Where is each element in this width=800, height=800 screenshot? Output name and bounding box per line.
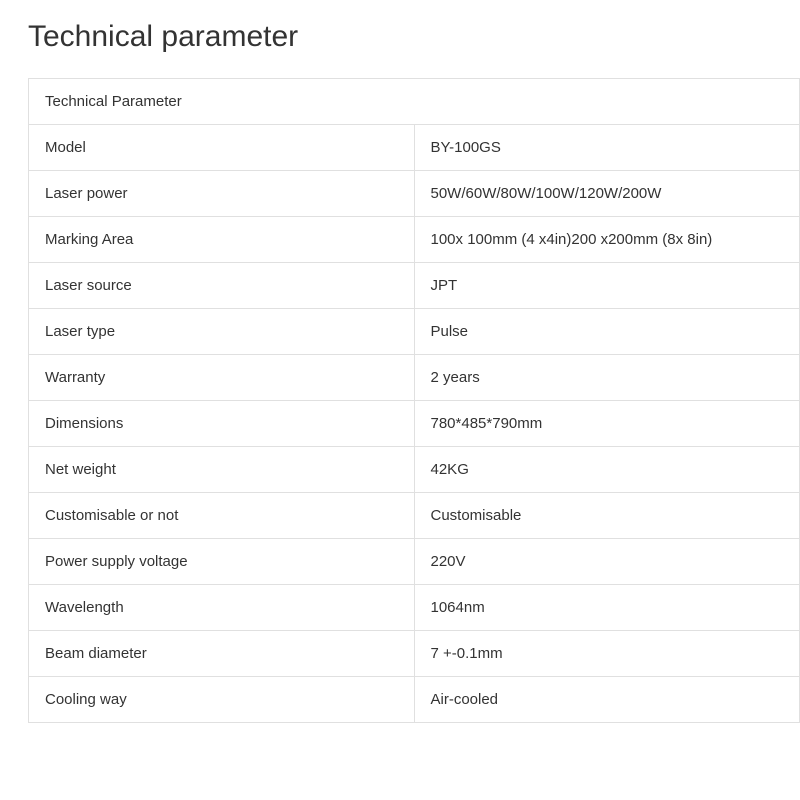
spec-label: Laser source — [29, 263, 415, 309]
spec-value: Pulse — [414, 309, 800, 355]
spec-label: Power supply voltage — [29, 539, 415, 585]
spec-value: 42KG — [414, 447, 800, 493]
table-row: Laser type Pulse — [29, 309, 800, 355]
spec-value: 780*485*790mm — [414, 401, 800, 447]
spec-value: Air-cooled — [414, 677, 800, 723]
table-row: Model BY-100GS — [29, 125, 800, 171]
spec-value: 50W/60W/80W/100W/120W/200W — [414, 171, 800, 217]
table-row: Net weight 42KG — [29, 447, 800, 493]
table-header-row: Technical Parameter — [29, 79, 800, 125]
page-title: Technical parameter — [28, 20, 800, 54]
spec-label: Beam diameter — [29, 631, 415, 677]
table-row: Beam diameter 7 +-0.1mm — [29, 631, 800, 677]
table-row: Customisable or not Customisable — [29, 493, 800, 539]
spec-label: Warranty — [29, 355, 415, 401]
table-row: Warranty 2 years — [29, 355, 800, 401]
spec-value: 1064nm — [414, 585, 800, 631]
table-row: Wavelength 1064nm — [29, 585, 800, 631]
spec-label: Net weight — [29, 447, 415, 493]
spec-label: Laser type — [29, 309, 415, 355]
spec-table-body: Technical Parameter Model BY-100GS Laser… — [29, 79, 800, 723]
spec-value: 2 years — [414, 355, 800, 401]
table-row: Dimensions 780*485*790mm — [29, 401, 800, 447]
spec-label: Dimensions — [29, 401, 415, 447]
table-row: Power supply voltage 220V — [29, 539, 800, 585]
spec-value: Customisable — [414, 493, 800, 539]
spec-label: Wavelength — [29, 585, 415, 631]
spec-label: Model — [29, 125, 415, 171]
spec-label: Marking Area — [29, 217, 415, 263]
table-row: Marking Area 100x 100mm (4 x4in)200 x200… — [29, 217, 800, 263]
table-header-cell: Technical Parameter — [29, 79, 800, 125]
table-row: Laser source JPT — [29, 263, 800, 309]
table-row: Cooling way Air-cooled — [29, 677, 800, 723]
content-container: Technical parameter Technical Parameter … — [0, 0, 800, 723]
spec-value: JPT — [414, 263, 800, 309]
spec-label: Laser power — [29, 171, 415, 217]
spec-label: Cooling way — [29, 677, 415, 723]
table-row: Laser power 50W/60W/80W/100W/120W/200W — [29, 171, 800, 217]
spec-value: 100x 100mm (4 x4in)200 x200mm (8x 8in) — [414, 217, 800, 263]
spec-table: Technical Parameter Model BY-100GS Laser… — [28, 78, 800, 723]
spec-label: Customisable or not — [29, 493, 415, 539]
spec-value: BY-100GS — [414, 125, 800, 171]
spec-value: 220V — [414, 539, 800, 585]
spec-value: 7 +-0.1mm — [414, 631, 800, 677]
